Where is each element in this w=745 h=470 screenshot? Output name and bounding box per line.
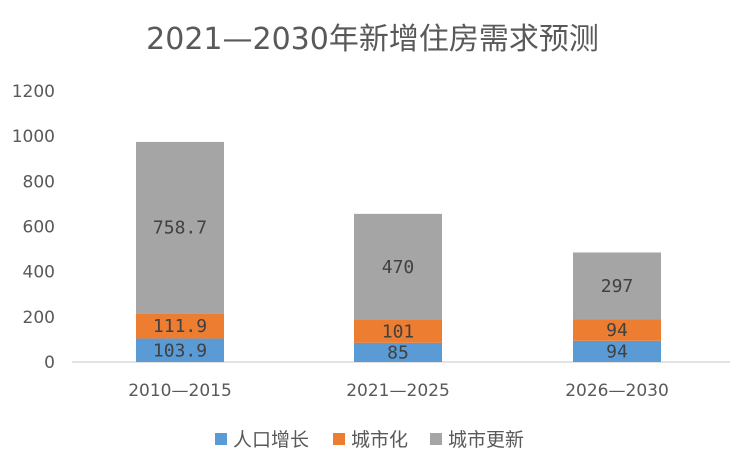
bar-segment: [573, 319, 661, 341]
y-tick-label: 0: [44, 353, 55, 373]
legend-label: 城市化: [351, 429, 408, 451]
bar-segment: [136, 141, 224, 314]
legend-label: 人口增长: [233, 429, 309, 451]
data-label: 470: [382, 257, 415, 278]
legend-swatch: [215, 433, 227, 445]
bar-segment: [573, 340, 661, 362]
legend-swatch: [430, 433, 442, 445]
bar-segment: [136, 338, 224, 362]
y-tick-label: 200: [23, 308, 55, 328]
data-label: 297: [601, 276, 634, 297]
y-tick-label: 1000: [12, 127, 55, 147]
bar-segment: [354, 213, 442, 320]
x-tick-label: 2026—2030: [565, 381, 669, 401]
data-label: 94: [606, 341, 628, 362]
x-tick-label: 2021—2025: [346, 381, 450, 401]
chart-title: 2021—2030年新增住房需求预测: [146, 22, 599, 57]
y-tick-label: 400: [23, 263, 55, 283]
data-label: 85: [387, 342, 409, 363]
legend-label: 城市更新: [448, 429, 524, 451]
bar-segment: [354, 342, 442, 362]
bar-segment: [136, 313, 224, 339]
bar-segment: [573, 252, 661, 320]
x-tick-label: 2010—2015: [128, 381, 232, 401]
data-label: 101: [382, 321, 415, 342]
y-tick-label: 600: [23, 218, 55, 238]
y-tick-label: 1200: [12, 82, 55, 102]
data-label: 103.9: [153, 340, 207, 361]
bar-segment: [354, 319, 442, 343]
data-label: 111.9: [153, 316, 207, 337]
legend-swatch: [333, 433, 345, 445]
data-label: 94: [606, 320, 628, 341]
data-label: 758.7: [153, 218, 207, 239]
y-tick-label: 800: [23, 172, 55, 192]
